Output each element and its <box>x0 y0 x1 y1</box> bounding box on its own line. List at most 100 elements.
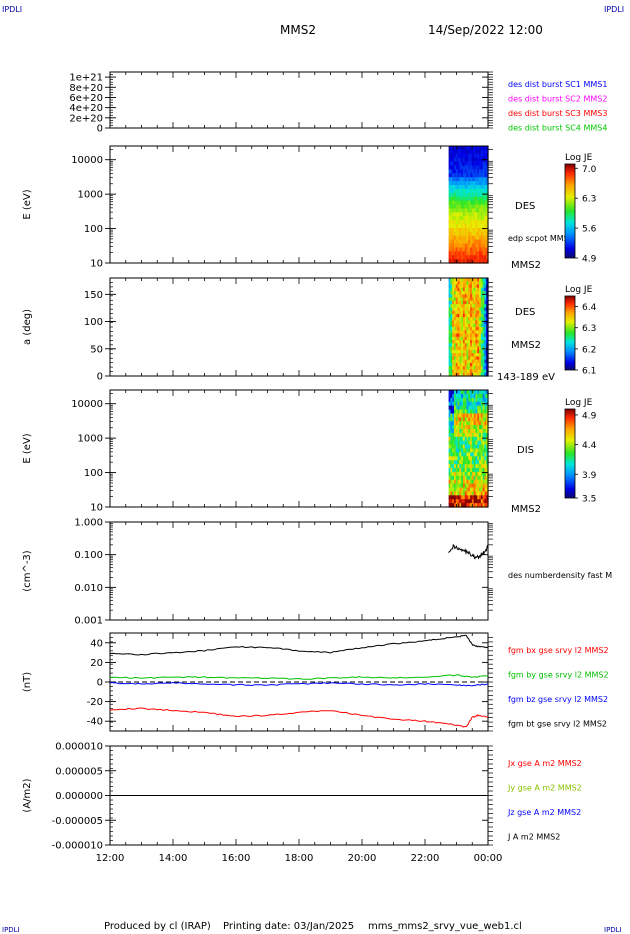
heatmap-cell <box>452 330 455 335</box>
heatmap-cell <box>473 499 477 504</box>
heatmap-cell <box>473 307 477 312</box>
heatmap-cell <box>453 185 457 190</box>
heatmap-cell <box>450 436 453 442</box>
heatmap-cell <box>479 356 482 361</box>
heatmap-cell <box>453 304 457 308</box>
colorbar <box>564 295 576 371</box>
heatmap-cell <box>462 239 466 245</box>
heatmap-cell <box>459 153 462 159</box>
heatmap-cell <box>486 366 489 371</box>
heatmap-cell <box>475 456 478 461</box>
heatmap-cell <box>461 340 464 344</box>
heatmap-cell <box>477 188 480 194</box>
heatmap-cell <box>453 413 457 418</box>
heatmap-cell <box>461 243 464 248</box>
heatmap-cell <box>461 231 464 237</box>
heatmap-cell <box>471 294 475 299</box>
heatmap-cell <box>479 366 482 371</box>
heatmap-cell <box>448 278 452 282</box>
heatmap-cell <box>464 146 468 151</box>
heatmap-cell <box>459 336 462 341</box>
heatmap-cell <box>464 356 468 361</box>
heatmap-cell <box>461 196 464 202</box>
heatmap-cell <box>457 413 460 418</box>
heatmap-cell <box>466 499 469 504</box>
heatmap-cell <box>452 343 455 348</box>
heatmap-cell <box>468 146 471 151</box>
heatmap-cell <box>457 281 460 286</box>
heatmap-cell <box>475 317 478 322</box>
heatmap-cell <box>455 471 459 477</box>
heatmap-cell <box>453 243 457 248</box>
plot-frame <box>109 145 489 264</box>
heatmap-cell <box>455 336 459 341</box>
heatmap-cell <box>468 483 471 489</box>
heatmap-cell <box>464 181 468 186</box>
heatmap-cell <box>453 393 457 399</box>
heatmap-cell <box>457 333 460 338</box>
heatmap-cell <box>461 281 464 286</box>
heatmap-cell <box>473 432 477 438</box>
heatmap-cell <box>455 483 459 489</box>
heatmap-cell <box>462 208 466 213</box>
heatmap-cell <box>459 224 462 229</box>
heatmap-cell <box>450 397 453 403</box>
heatmap-cell <box>482 327 486 331</box>
heatmap-cell <box>484 359 487 364</box>
heatmap-cell <box>486 372 489 377</box>
heatmap-cell <box>462 297 466 302</box>
heatmap-cell <box>479 161 482 167</box>
heatmap-cell <box>453 320 457 325</box>
heatmap-cell <box>477 255 480 260</box>
heatmap-cell <box>482 188 486 194</box>
heatmap-cell <box>475 313 478 318</box>
heatmap-cell <box>450 327 453 331</box>
heatmap-cell <box>461 495 464 500</box>
heatmap-cell <box>450 429 453 434</box>
heatmap-cell <box>457 356 460 361</box>
heatmap-cell <box>462 157 466 163</box>
heatmap-cell <box>462 405 466 411</box>
heatmap-cell <box>471 359 475 364</box>
heatmap-cell <box>457 247 460 252</box>
heatmap-cell <box>464 471 468 477</box>
heatmap-cell <box>455 216 459 221</box>
heatmap-cell <box>461 397 464 403</box>
heatmap-cell <box>468 220 471 225</box>
heatmap-cell <box>459 157 462 163</box>
heatmap-cell <box>471 369 475 374</box>
heatmap-cell <box>452 294 455 299</box>
heatmap-cell <box>462 313 466 318</box>
heatmap-cell <box>484 310 487 315</box>
heatmap-cell <box>448 487 452 492</box>
heatmap-cell <box>464 300 468 305</box>
heatmap-cell <box>484 409 487 414</box>
heatmap-cell <box>484 343 487 348</box>
heatmap-cell <box>471 208 475 213</box>
heatmap-cell <box>450 417 453 422</box>
heatmap-cell <box>448 208 452 213</box>
heatmap-cell <box>477 330 480 335</box>
heatmap-cell <box>464 185 468 190</box>
heatmap-cell <box>468 444 471 450</box>
heatmap-cell <box>461 464 464 469</box>
heatmap-cell <box>466 153 469 159</box>
heatmap-cell <box>450 291 453 295</box>
heatmap-cell <box>462 294 466 299</box>
heatmap-cell <box>459 491 462 496</box>
heatmap-cell <box>453 297 457 302</box>
heatmap-cell <box>486 192 489 198</box>
heatmap-cell <box>475 185 478 190</box>
heatmap-cell <box>479 169 482 174</box>
heatmap-cell <box>470 503 473 508</box>
heatmap-cell <box>461 181 464 186</box>
heatmap-cell <box>448 227 452 233</box>
heatmap-cell <box>486 487 489 492</box>
heatmap-cell <box>473 413 477 418</box>
heatmap-cell <box>450 499 453 504</box>
heatmap-cell <box>448 362 452 367</box>
heatmap-cell <box>473 440 477 446</box>
heatmap-cell <box>450 169 453 174</box>
heatmap-cell <box>455 353 459 357</box>
heatmap-cell <box>475 231 478 237</box>
